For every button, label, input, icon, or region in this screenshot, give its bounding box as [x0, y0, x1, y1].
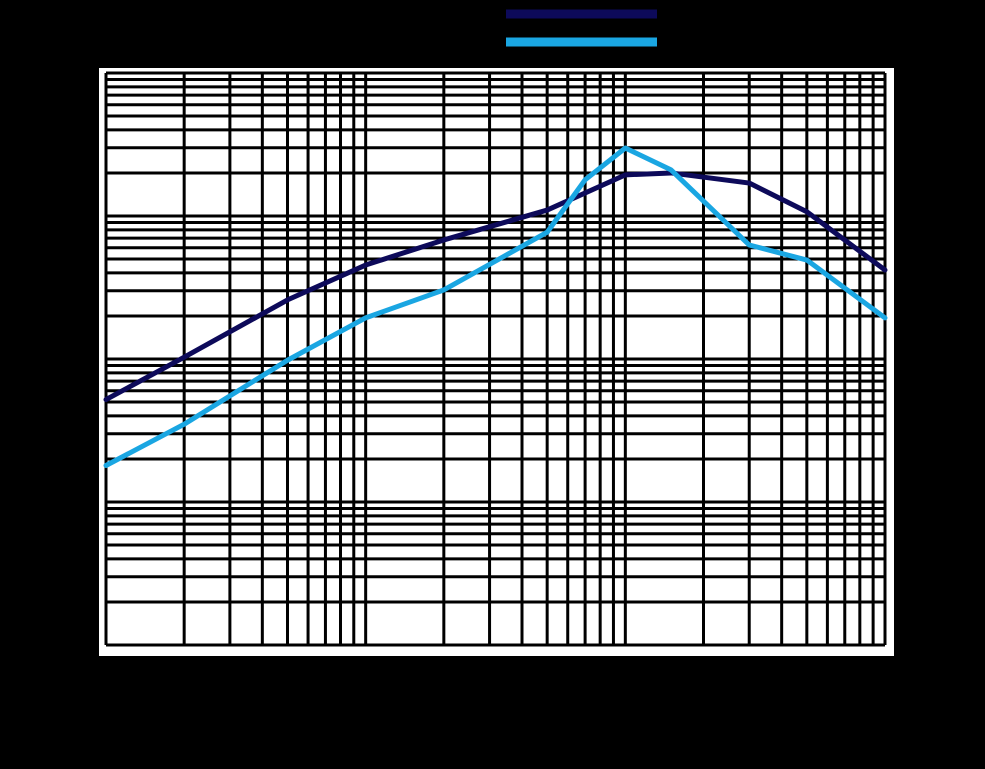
plot-area — [99, 68, 894, 656]
data-line — [103, 145, 888, 468]
data-line — [103, 170, 888, 403]
